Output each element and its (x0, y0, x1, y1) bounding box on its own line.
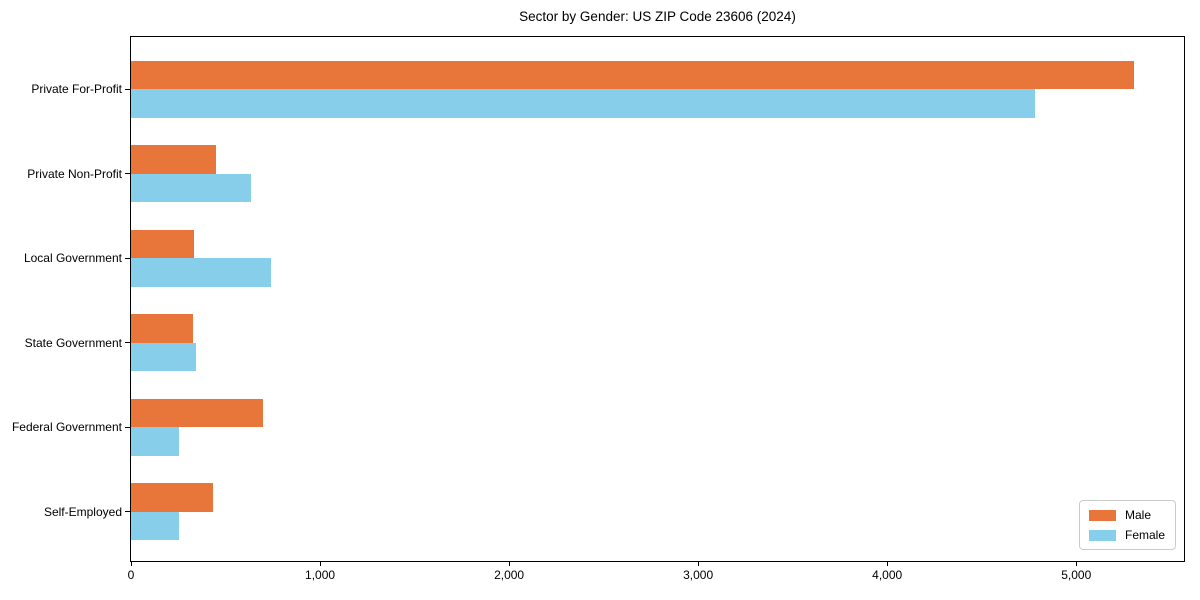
bar-female-6 (131, 511, 180, 540)
legend: Male Female (1078, 500, 1176, 550)
x-tick-label: 0 (127, 568, 135, 582)
legend-item-male: Male (1088, 508, 1165, 522)
y-tick-mark (125, 511, 130, 512)
x-tick-label: 5,000 (1061, 568, 1092, 582)
legend-label: Female (1124, 528, 1165, 542)
bar-male-1 (131, 60, 1134, 89)
y-tick-label: Private Non-Profit (27, 166, 122, 181)
y-tick-label: Self-Employed (43, 504, 122, 519)
y-tick-mark (125, 426, 130, 428)
y-tick-mark (125, 342, 130, 343)
y-tick-label: Private For-Profit (31, 82, 122, 96)
bar-male-5 (131, 398, 264, 427)
bar-female-5 (131, 427, 180, 456)
x-tick-mark (130, 561, 132, 566)
x-tick-mark (886, 561, 888, 566)
x-tick-mark (697, 561, 699, 566)
y-tick-mark (125, 88, 130, 90)
x-tick-label: 4,000 (872, 568, 903, 582)
bar-male-3 (131, 229, 195, 258)
legend-item-female: Female (1088, 528, 1165, 542)
y-tick-label: State Government (24, 335, 122, 350)
bar-female-2 (131, 173, 251, 202)
legend-label: Male (1124, 508, 1151, 522)
y-tick-mark (125, 173, 130, 174)
legend-swatch-male (1088, 509, 1116, 521)
bar-male-6 (131, 483, 214, 512)
bar-female-3 (131, 258, 271, 287)
x-tick-mark (319, 561, 321, 566)
bar-male-2 (131, 145, 217, 174)
chart-title: Sector by Gender: US ZIP Code 23606 (202… (519, 9, 796, 24)
x-tick-label: 1,000 (305, 568, 336, 582)
x-tick-label: 3,000 (683, 568, 714, 582)
plot-area: Private For-Profit Private Non-Profit Loca… (12, 36, 1185, 582)
x-tick-mark (1075, 561, 1077, 566)
y-tick-label: Local Government (23, 251, 122, 265)
y-tick-label: Federal Government (11, 420, 122, 434)
y-tick-mark (125, 257, 130, 259)
bar-female-4 (131, 342, 197, 371)
bar-female-1 (131, 89, 1035, 118)
bar-male-4 (131, 314, 194, 343)
legend-swatch-female (1088, 529, 1116, 541)
x-tick-label: 2,000 (494, 568, 525, 582)
x-tick-mark (508, 561, 510, 566)
